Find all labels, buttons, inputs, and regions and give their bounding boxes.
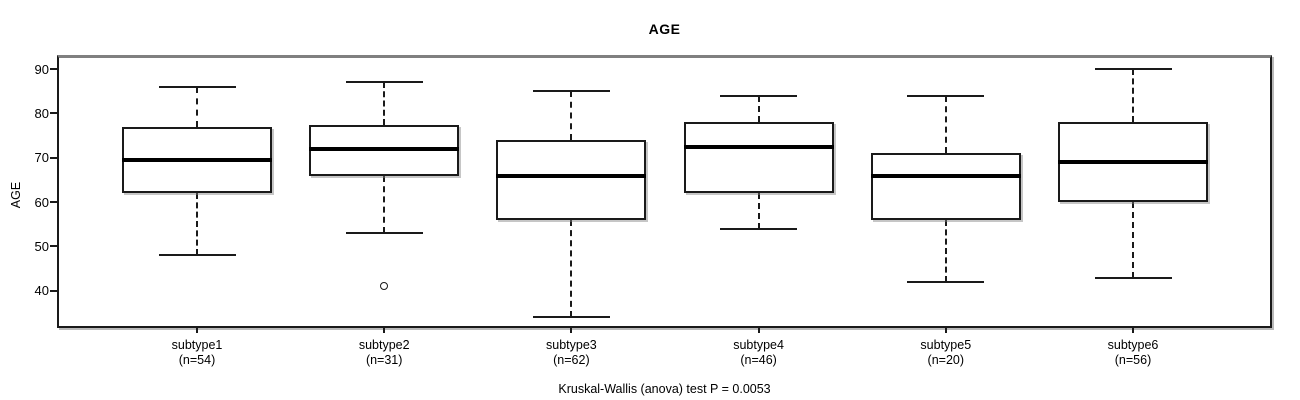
x-category-count: (n=20)	[927, 352, 965, 367]
median-line	[683, 144, 834, 149]
x-tick	[944, 326, 947, 333]
x-category-count: (n=46)	[740, 352, 777, 367]
whisker-lower	[383, 175, 386, 234]
y-tick	[50, 289, 58, 292]
x-tick	[1132, 326, 1134, 333]
y-tick	[50, 245, 58, 248]
whisker-lower	[944, 219, 947, 282]
y-tick-label: 50	[34, 238, 49, 254]
chart-title: AGE	[648, 21, 681, 37]
iqr-box	[683, 122, 834, 194]
y-tick-label: 80	[34, 105, 49, 121]
median-line	[496, 173, 647, 178]
whisker-cap-lower	[158, 254, 236, 257]
x-category-count: (n=31)	[365, 352, 403, 367]
whisker-lower	[757, 193, 760, 229]
y-tick	[50, 156, 58, 159]
iqr-box	[870, 153, 1021, 220]
x-category-label: subtype6 (n=56)	[1063, 338, 1203, 367]
whisker-cap-lower	[1094, 276, 1172, 279]
median-line	[122, 158, 272, 162]
x-category-label: subtype4 (n=46)	[689, 338, 829, 367]
whisker-cap-upper	[907, 94, 985, 97]
x-category-name: subtype5	[920, 338, 972, 352]
y-tick-label: 90	[34, 61, 49, 77]
whisker-upper	[570, 91, 573, 141]
y-tick-label: 70	[34, 150, 49, 166]
x-category-count: (n=56)	[1114, 352, 1152, 367]
y-tick	[50, 68, 58, 71]
whisker-lower	[570, 219, 573, 318]
whisker-upper	[196, 86, 198, 127]
y-tick	[50, 201, 58, 204]
whisker-cap-upper	[532, 90, 610, 93]
y-tick	[50, 112, 58, 115]
x-category-label: subtype3 (n=62)	[501, 338, 641, 367]
whisker-upper	[757, 95, 760, 123]
x-tick	[383, 326, 386, 333]
x-category-name: subtype1	[171, 338, 223, 352]
whisker-cap-upper	[345, 81, 423, 84]
x-category-label: subtype2 (n=31)	[314, 338, 454, 367]
whisker-cap-lower	[345, 232, 423, 235]
x-category-name: subtype3	[546, 338, 597, 352]
y-tick-label: 60	[34, 194, 49, 210]
x-category-count: (n=54)	[178, 352, 216, 367]
outlier-point	[380, 282, 389, 291]
y-tick-label: 40	[34, 283, 49, 299]
whisker-cap-lower	[907, 280, 985, 283]
iqr-box	[496, 140, 647, 220]
whisker-cap-upper	[158, 85, 236, 88]
whisker-cap-lower	[720, 227, 798, 230]
whisker-upper	[944, 95, 947, 154]
whisker-cap-upper	[720, 94, 798, 97]
x-category-name: subtype6	[1107, 338, 1159, 352]
whisker-upper	[1132, 69, 1134, 123]
whisker-lower	[196, 193, 198, 256]
whisker-upper	[383, 82, 386, 125]
x-category-count: (n=62)	[553, 352, 590, 367]
median-line	[1058, 160, 1208, 165]
median-line	[870, 173, 1021, 178]
median-line	[309, 146, 460, 151]
x-category-label: subtype5 (n=20)	[876, 338, 1016, 367]
x-tick	[757, 326, 760, 333]
whisker-lower	[1132, 202, 1134, 278]
x-tick	[570, 326, 573, 333]
x-category-label: subtype1 (n=54)	[127, 338, 267, 367]
x-category-name: subtype2	[358, 338, 410, 352]
whisker-cap-lower	[532, 316, 610, 319]
stat-test-caption: Kruskal-Wallis (anova) test P = 0.0053	[558, 382, 771, 396]
x-category-name: subtype4	[733, 338, 784, 352]
whisker-cap-upper	[1094, 68, 1172, 71]
x-tick	[196, 326, 198, 333]
